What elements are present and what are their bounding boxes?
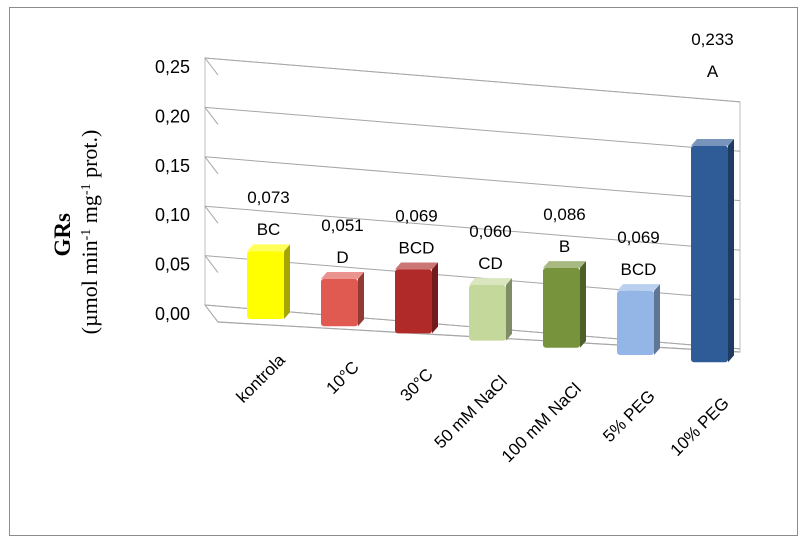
bar-front-face xyxy=(617,290,654,355)
bar-front-face xyxy=(395,269,432,334)
gridline xyxy=(204,156,741,202)
value-label: 0,086 xyxy=(543,205,586,224)
bar-side-face xyxy=(358,272,364,327)
data-labels: 0,073 BC 0,051 D 0,069 BCD 0,060 CD 0,086 B 0,069 B… xyxy=(247,30,734,279)
y-axis-title-unit: (µmol min-1 mg-1 prot.) xyxy=(77,130,102,335)
bar-7 xyxy=(691,139,734,363)
bar-front-face xyxy=(691,145,728,363)
significance-letter: BCD xyxy=(621,260,657,279)
category-label: 5% PEG xyxy=(599,386,659,446)
bar-side-face xyxy=(654,284,660,355)
category-label: 10°C xyxy=(323,358,363,398)
bar-6 xyxy=(617,284,660,355)
bar-side-face xyxy=(728,139,734,363)
gridline-side xyxy=(204,304,219,323)
category-label: 30°C xyxy=(397,365,437,405)
y-tick-label: 0,10 xyxy=(155,205,190,225)
value-label: 0,060 xyxy=(469,222,512,241)
bar-top-face xyxy=(321,272,364,279)
category-label: 50 mM NaCl xyxy=(431,372,511,452)
value-label: 0,069 xyxy=(395,206,438,225)
y-tick-label: 0,05 xyxy=(155,255,190,275)
bar-side-face xyxy=(506,278,512,341)
significance-letter: A xyxy=(707,62,719,81)
y-tick-label: 0,15 xyxy=(155,156,190,176)
bar-1 xyxy=(247,244,290,319)
y-axis-title: GRs (µmol min-1 mg-1 prot.) xyxy=(50,130,102,335)
gridline xyxy=(204,106,741,152)
bar-top-face xyxy=(247,244,290,252)
value-label: 0,069 xyxy=(617,228,660,247)
bar-3 xyxy=(395,262,438,334)
bar-4 xyxy=(469,278,512,341)
significance-letter: CD xyxy=(478,254,503,273)
gridline-side xyxy=(204,156,219,175)
significance-letter: B xyxy=(559,237,570,256)
value-label: 0,073 xyxy=(247,188,290,207)
bars xyxy=(247,139,734,363)
category-label: kontrola xyxy=(233,350,290,407)
significance-letter: BCD xyxy=(399,238,435,257)
bar-side-face xyxy=(432,262,438,334)
gridline-side xyxy=(204,255,219,273)
value-label: 0,051 xyxy=(321,216,364,235)
gridline-side xyxy=(204,205,219,224)
value-label: 0,233 xyxy=(691,30,734,49)
gridline xyxy=(204,57,741,103)
y-tick-label: 0,00 xyxy=(155,304,190,324)
bar-side-face xyxy=(580,261,586,348)
gridline-side xyxy=(204,57,219,76)
y-tick-label: 0,25 xyxy=(155,57,190,77)
y-tick-label: 0,20 xyxy=(155,106,190,126)
bar-2 xyxy=(321,272,364,327)
bar-top-face xyxy=(395,262,438,270)
bar-5 xyxy=(543,261,586,348)
bar-top-face xyxy=(469,278,512,285)
bar-front-face xyxy=(247,251,284,319)
bar-front-face xyxy=(321,278,358,327)
bar-front-face xyxy=(543,267,580,348)
category-label: 10% PEG xyxy=(667,394,733,460)
bar-top-face xyxy=(691,139,734,146)
significance-letter: BC xyxy=(257,220,281,239)
gridline-side xyxy=(204,107,219,125)
bar-side-face xyxy=(284,244,290,319)
bar-top-face xyxy=(543,261,586,268)
category-label: 100 mM NaCl xyxy=(498,379,585,466)
gridline xyxy=(204,205,741,251)
bar-top-face xyxy=(617,284,660,291)
y-axis-title-main: GRs xyxy=(50,213,75,257)
bar-front-face xyxy=(469,284,506,341)
significance-letter: D xyxy=(336,248,348,267)
y-axis-ticks: 0,00 0,05 0,10 0,15 0,20 0,25 xyxy=(155,57,190,324)
